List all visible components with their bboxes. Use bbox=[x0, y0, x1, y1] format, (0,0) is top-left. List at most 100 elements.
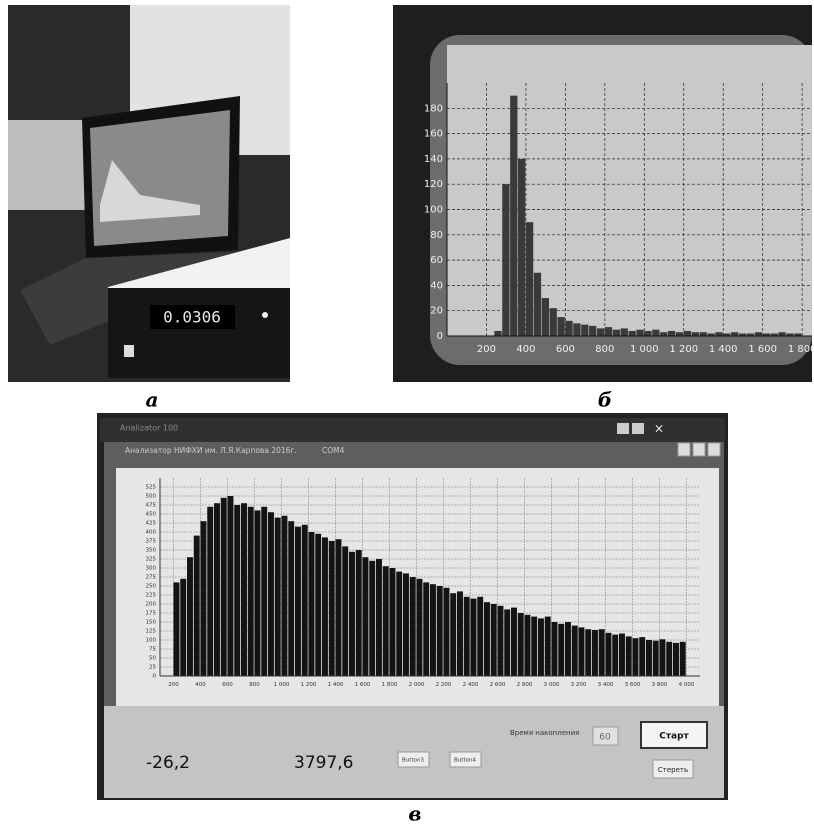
bar bbox=[605, 327, 612, 336]
bar bbox=[194, 536, 200, 676]
x-tick-label: 3 000 bbox=[544, 682, 560, 688]
minimize-button[interactable] bbox=[617, 423, 629, 434]
bar bbox=[621, 328, 628, 336]
minimize-button[interactable] bbox=[678, 443, 690, 456]
bar bbox=[680, 642, 686, 676]
bar bbox=[423, 582, 429, 676]
figure: 0.0306 а 0204060801001201401601802004006… bbox=[0, 0, 814, 827]
x-tick-label: 1 000 bbox=[274, 682, 290, 688]
bar bbox=[494, 331, 501, 336]
bar bbox=[329, 541, 335, 676]
bar bbox=[221, 498, 227, 676]
bar bbox=[526, 222, 533, 336]
bar bbox=[676, 332, 683, 336]
y-tick-label: 50 bbox=[149, 656, 156, 662]
bar bbox=[498, 606, 504, 676]
y-tick-label: 475 bbox=[146, 503, 157, 509]
bar bbox=[629, 331, 636, 336]
bar bbox=[531, 617, 537, 676]
bar bbox=[700, 332, 707, 336]
bar bbox=[309, 532, 315, 676]
close-button[interactable] bbox=[708, 443, 720, 456]
bar bbox=[430, 584, 436, 676]
y-tick-label: 350 bbox=[146, 548, 157, 554]
bar bbox=[673, 643, 679, 676]
y-tick-label: 300 bbox=[146, 566, 157, 572]
x-tick-label: 1 400 bbox=[328, 682, 344, 688]
y-tick-label: 375 bbox=[146, 539, 157, 545]
bar bbox=[565, 321, 572, 336]
bar bbox=[369, 561, 375, 676]
maximize-button[interactable] bbox=[632, 423, 644, 434]
y-tick-label: 150 bbox=[146, 620, 157, 626]
x-tick-label: 1 000 bbox=[630, 344, 659, 355]
bar bbox=[457, 591, 463, 676]
x-tick-label: 800 bbox=[595, 344, 614, 355]
x-tick-label: 3 600 bbox=[625, 682, 641, 688]
y-tick-label: 500 bbox=[146, 494, 157, 500]
bar bbox=[550, 308, 557, 336]
photo-b: 0204060801001201401601802004006008001 00… bbox=[393, 5, 814, 382]
bar bbox=[410, 577, 416, 676]
x-tick-label: 2 600 bbox=[490, 682, 506, 688]
x-tick-label: 400 bbox=[195, 682, 206, 688]
bar bbox=[542, 298, 549, 336]
bar bbox=[342, 546, 348, 676]
bar bbox=[396, 572, 402, 676]
clear-button-label: Стереть bbox=[658, 766, 688, 774]
bar bbox=[275, 518, 281, 676]
bar bbox=[502, 184, 509, 336]
plot-background bbox=[447, 45, 812, 336]
bar bbox=[545, 617, 551, 676]
photo-a: 0.0306 bbox=[8, 5, 290, 382]
y-tick-label: 80 bbox=[430, 230, 443, 241]
bar bbox=[282, 516, 288, 676]
x-tick-label: 1 600 bbox=[748, 344, 777, 355]
bar bbox=[597, 328, 604, 336]
y-tick-label: 125 bbox=[146, 629, 157, 635]
close-icon[interactable]: × bbox=[654, 422, 664, 436]
bar bbox=[471, 599, 477, 676]
bar bbox=[248, 507, 254, 676]
bar bbox=[660, 639, 666, 676]
x-tick-label: 600 bbox=[222, 682, 233, 688]
y-tick-label: 75 bbox=[149, 647, 156, 653]
bar bbox=[214, 503, 220, 676]
bar bbox=[363, 557, 369, 676]
y-tick-label: 400 bbox=[146, 530, 157, 536]
panel-label: а bbox=[146, 388, 159, 412]
y-tick-label: 525 bbox=[146, 485, 157, 491]
header: Анализатор НИФХИ им. Л.Я.Карпова 2016г. bbox=[125, 446, 297, 455]
bar bbox=[613, 330, 620, 336]
bar bbox=[636, 330, 643, 336]
bar bbox=[518, 159, 525, 336]
y-tick-label: 25 bbox=[149, 665, 156, 671]
bar bbox=[557, 317, 564, 336]
bar bbox=[322, 537, 328, 676]
y-tick-label: 200 bbox=[146, 602, 157, 608]
x-tick-label: 1 600 bbox=[355, 682, 371, 688]
y-tick-label: 100 bbox=[146, 638, 157, 644]
bar bbox=[579, 627, 585, 676]
y-tick-label: 140 bbox=[424, 154, 443, 165]
bar bbox=[383, 566, 389, 676]
x-tick-label: 3 200 bbox=[571, 682, 587, 688]
x-tick-label: 4 000 bbox=[679, 682, 695, 688]
x-tick-label: 400 bbox=[516, 344, 535, 355]
bar bbox=[573, 323, 580, 336]
maximize-button[interactable] bbox=[693, 443, 705, 456]
bar bbox=[174, 582, 180, 676]
bar bbox=[606, 633, 612, 676]
button3-label: Button3 bbox=[402, 758, 424, 764]
bar bbox=[668, 331, 675, 336]
device-front bbox=[108, 288, 290, 378]
y-tick-label: 275 bbox=[146, 575, 157, 581]
bar bbox=[228, 496, 234, 676]
x-tick-label: 1 800 bbox=[788, 344, 814, 355]
button4-label: Button4 bbox=[454, 758, 476, 764]
panel-label: б bbox=[598, 388, 612, 412]
bar bbox=[511, 608, 517, 676]
bar bbox=[201, 521, 207, 676]
bar bbox=[444, 588, 450, 676]
bar bbox=[180, 579, 186, 676]
